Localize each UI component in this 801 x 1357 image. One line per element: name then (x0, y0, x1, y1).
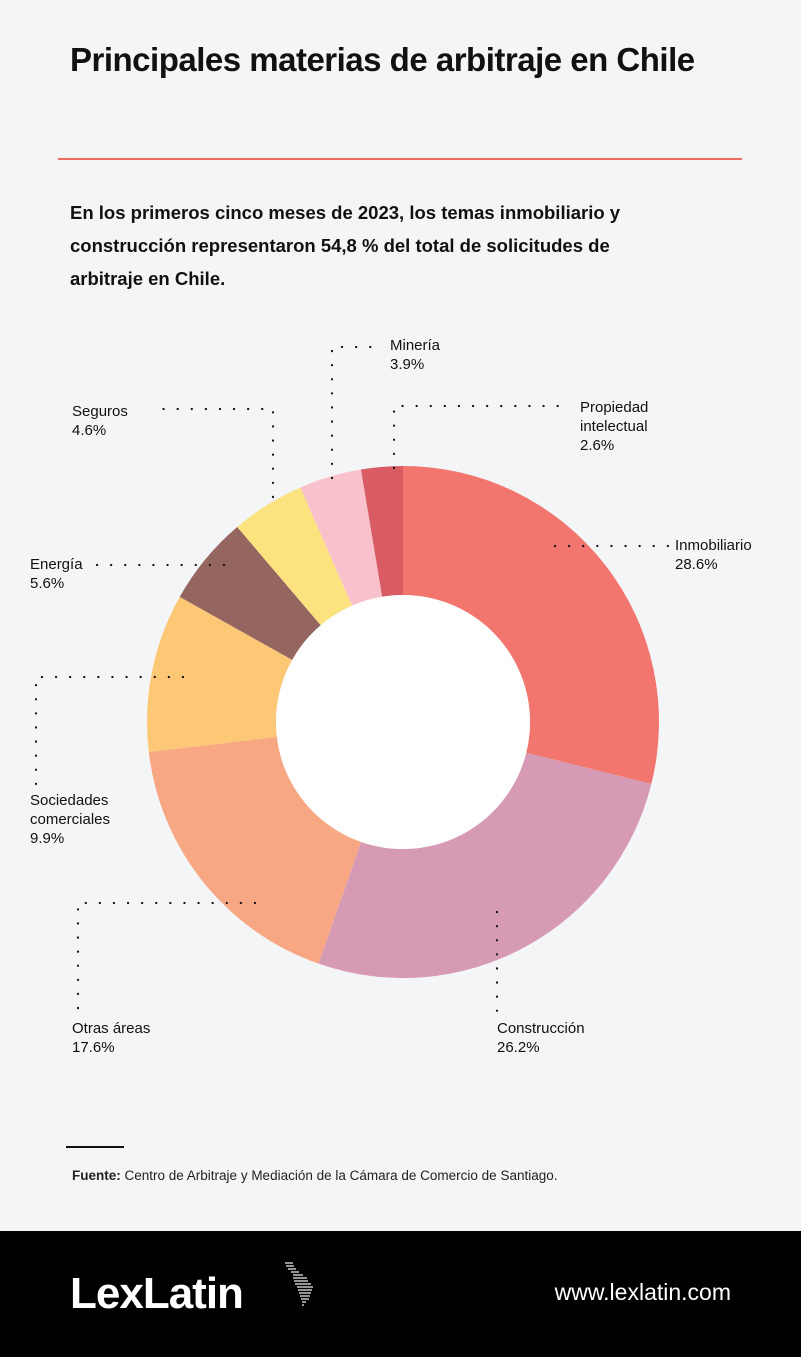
label-seguros: Seguros (72, 403, 128, 420)
leader-line-otras-areas (76, 901, 257, 1014)
slice-sociedades-comerciales (147, 596, 293, 752)
value-propiedad-intelectual: 2.6% (580, 437, 614, 454)
value-inmobiliario: 28.6% (675, 556, 718, 573)
label-energia: Energía (30, 556, 83, 573)
footer: LexLatin www.lexlatin.com (0, 1231, 801, 1357)
label-mineria: Minería (390, 337, 441, 354)
slice-energia (179, 526, 321, 660)
page-subtitle: En los primeros cinco meses de 2023, los… (70, 202, 621, 289)
slice-otras-areas (148, 736, 362, 964)
leader-line-seguros (148, 407, 275, 499)
website-url[interactable]: www.lexlatin.com (554, 1279, 731, 1305)
donut-chart: Inmobiliario 28.6% Construcción 26.2% Otras … (30, 337, 752, 1056)
slice-construccion (318, 752, 652, 978)
value-otras-areas: 17.6% (72, 1039, 115, 1056)
source-note: Fuente: Centro de Arbitraje y Mediación … (72, 1168, 557, 1183)
title-divider (58, 158, 742, 160)
brand-logo: LexLatin (70, 1269, 244, 1318)
leader-line-propiedad-intelectual (392, 404, 572, 470)
source-divider (66, 1146, 124, 1148)
value-seguros: 4.6% (72, 422, 106, 439)
value-construccion: 26.2% (497, 1039, 540, 1056)
slice-seguros (237, 487, 353, 626)
label-construccion: Construcción (497, 1020, 585, 1037)
slice-mineria (300, 469, 383, 606)
label-inmobiliario: Inmobiliario (675, 537, 752, 554)
source-text: Centro de Arbitraje y Mediación de la Cá… (120, 1168, 558, 1183)
leader-line-mineria (330, 345, 377, 480)
slice-inmobiliario (403, 466, 659, 784)
value-sociedades-comerciales: 9.9% (30, 830, 64, 847)
value-mineria: 3.9% (390, 356, 424, 373)
label-propiedad-intelectual: Propiedad intelectual (580, 399, 648, 435)
latin-america-map-icon (285, 1262, 313, 1306)
page-title: Principales materias de arbitraje en Chi… (70, 41, 695, 78)
label-otras-areas: Otras áreas (72, 1020, 150, 1037)
label-sociedades-comerciales: Sociedades comerciales (30, 792, 110, 828)
slice-propiedad-intelectual (360, 466, 403, 597)
source-label: Fuente: (72, 1168, 121, 1183)
donut-hole (276, 595, 530, 849)
value-energia: 5.6% (30, 575, 64, 592)
